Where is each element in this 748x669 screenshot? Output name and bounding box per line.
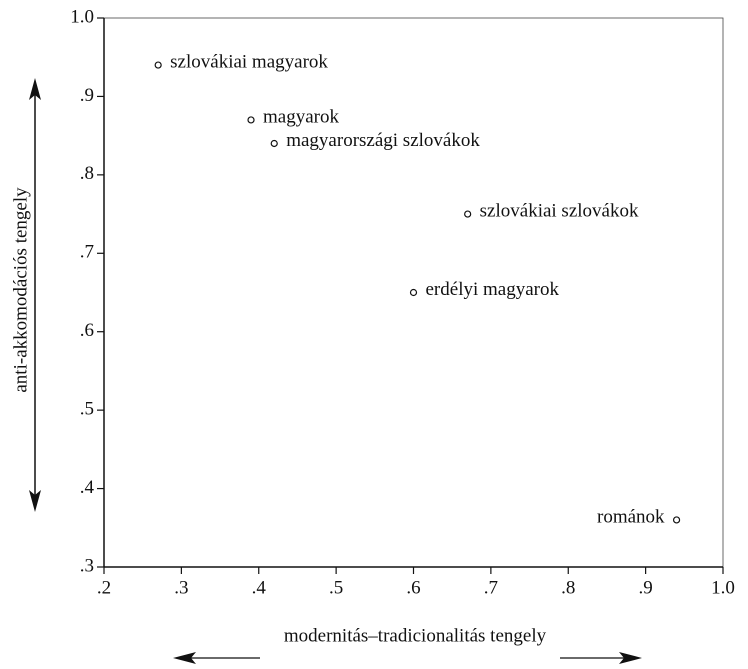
y-tick-label: .5 <box>80 399 94 420</box>
x-tick-label: .7 <box>484 577 498 598</box>
point <box>154 61 162 69</box>
y-tick-label: 1.0 <box>70 6 94 27</box>
point-label: erdélyi magyarok <box>426 279 560 300</box>
x-tick-label: .4 <box>252 577 267 598</box>
y-tick-label: .8 <box>80 163 94 184</box>
point-label: románok <box>597 506 665 527</box>
point <box>409 288 418 297</box>
y-tick-label: .3 <box>80 555 94 576</box>
x-tick-label: .2 <box>97 577 111 598</box>
y-tick-label: .9 <box>80 85 94 106</box>
x-tick-label: .5 <box>329 577 343 598</box>
x-tick-label: .3 <box>174 577 188 598</box>
point <box>672 516 681 524</box>
x-tick-label: .9 <box>639 577 653 598</box>
plot-frame <box>103 17 724 568</box>
x-tick-label: 1.0 <box>711 577 735 598</box>
point-label: szlovákiai magyarok <box>170 51 328 72</box>
y-arrow <box>29 78 41 512</box>
point <box>247 116 255 124</box>
x-axis-label: modernitás–tradicionalitás tengely <box>284 625 547 646</box>
point <box>270 139 278 148</box>
x-tick-label: .8 <box>561 577 575 598</box>
point <box>464 210 472 218</box>
x-arrows <box>173 652 642 664</box>
y-axis-label: anti-akkomodációs tengely <box>10 187 31 393</box>
point-label: szlovákiai szlovákok <box>480 200 639 221</box>
y-tick-label: .6 <box>80 320 94 341</box>
y-tick-label: .4 <box>80 477 95 498</box>
x-tick-label: .6 <box>406 577 420 598</box>
point-label: magyarországi szlovákok <box>286 130 480 151</box>
point-label: magyarok <box>263 106 339 127</box>
y-tick-label: .7 <box>80 242 94 263</box>
